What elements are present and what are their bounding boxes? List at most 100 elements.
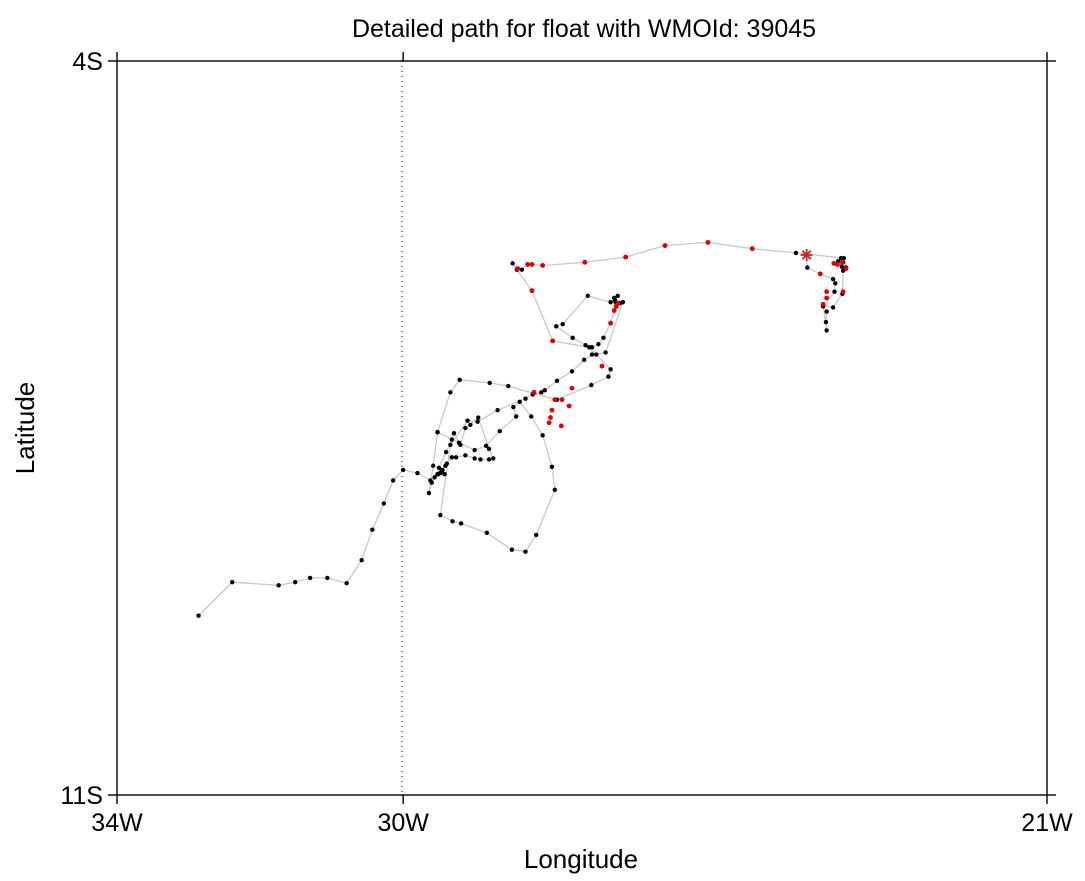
float-position-point: [839, 264, 844, 269]
float-position-point: [523, 549, 528, 554]
float-position-point-red: [569, 385, 575, 391]
float-position-point: [612, 297, 618, 303]
float-position-point: [830, 276, 836, 282]
float-position-point: [438, 512, 443, 518]
float-position-point-red: [548, 415, 553, 420]
float-position-point: [432, 475, 437, 480]
float-position-point: [400, 467, 406, 473]
float-position-point: [589, 345, 595, 350]
float-path: [198, 241, 848, 617]
float-position-point: [608, 367, 613, 372]
float-position-point: [523, 396, 528, 401]
float-position-point: [457, 377, 462, 382]
float-position-point: [569, 369, 575, 374]
float-position-point-red: [749, 246, 755, 252]
float-position-point: [509, 547, 515, 552]
float-position-point: [453, 455, 459, 460]
float-position-point: [486, 446, 492, 452]
float-position-point: [513, 414, 519, 419]
float-position-point: [585, 293, 590, 299]
float-position-point: [805, 265, 810, 270]
float-position-point: [606, 374, 611, 379]
float-position-point: [824, 328, 829, 333]
float-position-point: [472, 456, 477, 461]
float-position-point: [359, 557, 364, 563]
float-position-point-red: [540, 263, 546, 268]
float-position-point: [554, 324, 559, 329]
float-position-point: [435, 471, 440, 477]
float-position-point-red: [831, 260, 837, 266]
float-position-point: [510, 261, 515, 266]
float-position-point: [448, 442, 453, 447]
x-tick-label: 34W: [91, 809, 143, 837]
float-position-point: [487, 380, 492, 386]
float-position-point: [344, 580, 349, 586]
float-position-point-red: [525, 262, 531, 267]
float-position-point: [415, 470, 420, 476]
float-position-point-red: [559, 397, 565, 403]
float-position-point: [443, 449, 449, 455]
float-position-point: [449, 455, 454, 460]
float-position-point-red: [531, 389, 537, 395]
float-position-point: [475, 419, 480, 424]
float-position-point: [589, 352, 595, 357]
float-position-point: [549, 464, 555, 469]
float-position-point-red: [623, 254, 629, 260]
float-position-point: [370, 527, 375, 532]
float-position-point: [463, 425, 468, 431]
float-position-point: [511, 404, 516, 410]
float-position-point: [431, 463, 436, 468]
float-position-point: [570, 335, 575, 341]
float-position-point: [615, 293, 620, 299]
path-segment-1: [436, 295, 624, 553]
float-position-point: [465, 418, 470, 423]
path-segment-0: [512, 241, 848, 348]
float-position-point: [519, 267, 525, 272]
float-position-point: [830, 305, 836, 310]
float-position-point-red: [529, 262, 535, 267]
float-position-point: [444, 461, 449, 466]
float-position-point-red: [552, 397, 558, 403]
float-position-point-red: [549, 407, 555, 413]
float-position-point: [325, 575, 330, 581]
float-position-point: [552, 487, 558, 493]
float-position-point: [196, 613, 201, 618]
y-axis-label: Latitude: [10, 382, 40, 475]
float-position-point-red: [566, 403, 572, 409]
float-position-point-red: [515, 266, 521, 272]
float-position-point: [451, 431, 457, 436]
float-position-point: [596, 341, 601, 347]
float-position-point: [476, 415, 481, 420]
float-position-point: [276, 583, 281, 588]
float-position-point: [832, 289, 837, 294]
float-position-point: [589, 382, 594, 388]
float-position-point: [554, 378, 560, 384]
float-position-point: [506, 383, 511, 389]
float-position-point-red: [824, 289, 830, 295]
float-position-point: [534, 532, 539, 538]
float-position-point-red: [840, 259, 845, 265]
float-position-point: [292, 579, 298, 585]
float-position-point: [463, 453, 468, 458]
float-position-point: [229, 579, 235, 585]
x-tick-label: 30W: [377, 809, 429, 837]
float-position-point: [426, 490, 432, 496]
float-position-point-red: [582, 259, 588, 265]
float-position-point: [478, 457, 483, 462]
float-position-point: [450, 519, 455, 524]
float-positions: [196, 240, 849, 618]
float-position-point: [440, 467, 445, 473]
float-position-point: [583, 342, 588, 348]
float-position-point-red: [558, 423, 564, 429]
float-position-point-red: [843, 266, 849, 272]
float-position-point-red: [608, 320, 614, 326]
float-position-point: [381, 501, 387, 506]
y-tick-label: 11S: [60, 782, 103, 810]
float-position-point-red: [824, 295, 830, 301]
float-position-point: [458, 521, 464, 526]
float-position-point: [841, 255, 847, 261]
float-position-point: [603, 350, 608, 355]
float-position-point-red: [840, 289, 846, 295]
x-tick-label: 21W: [1021, 809, 1073, 837]
float-position-point: [483, 443, 489, 449]
